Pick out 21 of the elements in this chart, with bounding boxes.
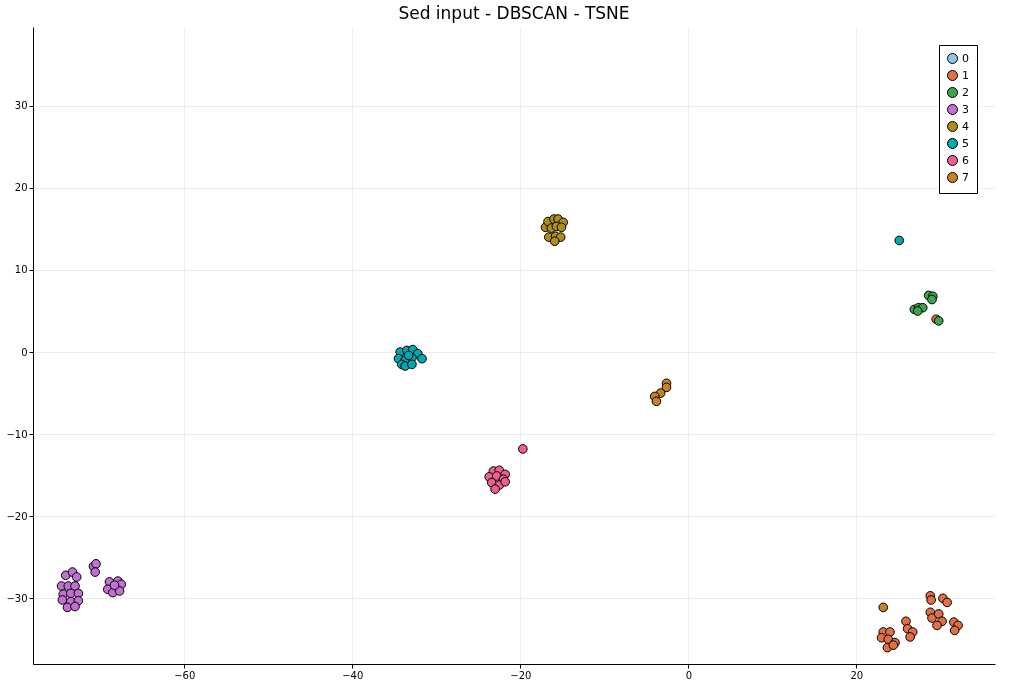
chart-title: Sed input - DBSCAN - TSNE [398,3,630,23]
x-tick-label: −40 [342,669,364,681]
y-tick-label: 10 [14,264,28,276]
legend-label: 7 [962,170,969,184]
legend-label: 3 [962,102,969,116]
legend-label: 5 [962,136,969,150]
legend-label: 6 [962,153,969,167]
y-tick-label: 0 [21,346,28,358]
legend-label: 2 [962,85,969,99]
y-tick-label: −30 [6,592,28,604]
y-tick-label: 30 [14,100,28,112]
legend-label: 4 [962,119,969,133]
y-tick-label: −20 [6,510,28,522]
x-tick-label: −60 [174,669,196,681]
legend-label: 1 [962,68,969,82]
x-tick-label: 20 [850,669,864,681]
x-tick-label: 0 [685,669,693,681]
legend-label: 0 [962,51,969,65]
y-tick-label: −10 [6,428,28,440]
y-tick-label: 20 [14,182,28,194]
x-tick-label: −20 [510,669,532,681]
